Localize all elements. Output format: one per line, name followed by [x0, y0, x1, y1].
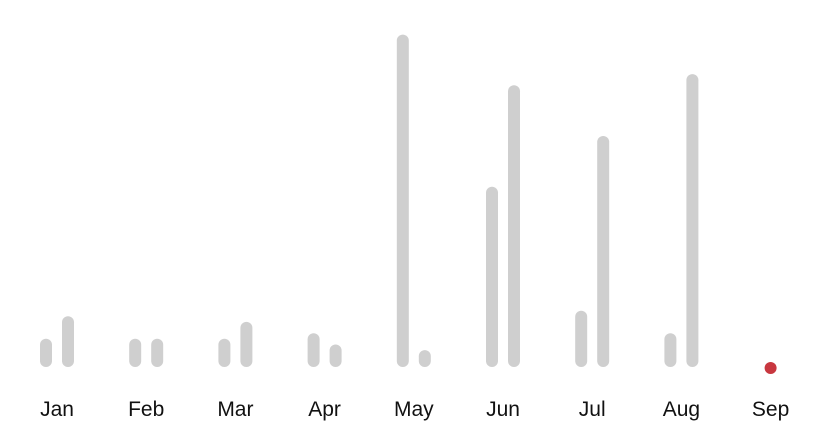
bar-jan-1 [40, 338, 52, 367]
bar-jan-2 [62, 316, 74, 367]
x-label-may: May [394, 398, 434, 421]
x-label-apr: Apr [308, 398, 341, 421]
bar-feb-2 [151, 338, 164, 367]
highlight-dot-sep [764, 362, 777, 374]
bar-may-1 [396, 34, 409, 367]
bar-mar-1 [218, 338, 231, 367]
bar-aug-2 [686, 74, 699, 367]
x-label-jul: Jul [579, 398, 606, 421]
x-label-jan: Jan [40, 398, 74, 421]
bar-jun-2 [508, 85, 520, 368]
bar-may-2 [418, 350, 431, 367]
bar-jun-1 [486, 186, 498, 367]
x-label-feb: Feb [128, 398, 164, 421]
bar-jul-1 [575, 310, 588, 367]
bar-apr-1 [307, 333, 320, 367]
bar-aug-1 [664, 333, 677, 367]
bar-jul-2 [597, 136, 610, 367]
x-label-aug: Aug [663, 398, 700, 421]
bar-apr-2 [329, 344, 342, 367]
x-label-mar: Mar [217, 398, 253, 421]
x-label-sep: Sep [752, 398, 789, 421]
x-label-jun: Jun [486, 398, 520, 421]
bar-feb-1 [129, 338, 142, 367]
bar-mar-2 [240, 321, 253, 367]
bars-group [40, 34, 777, 374]
x-axis-labels: Jan Feb Mar Apr May Jun Jul Aug Sep [40, 398, 789, 421]
